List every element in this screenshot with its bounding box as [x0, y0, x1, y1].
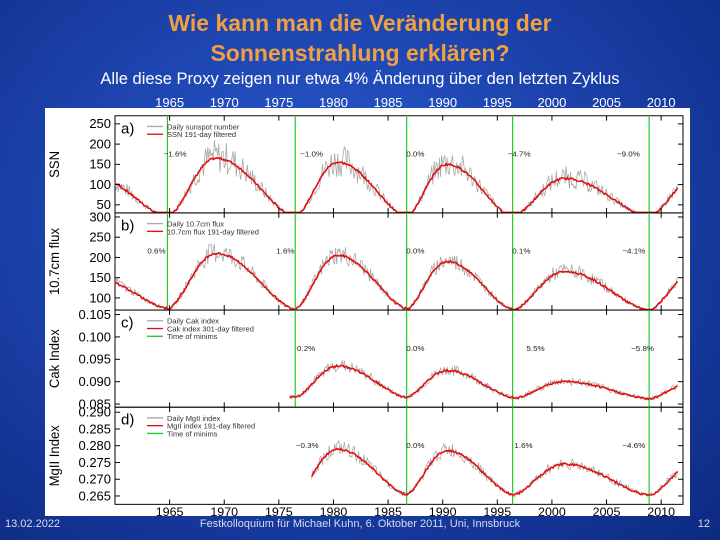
raw-series-line: [114, 140, 678, 213]
legend-entry: Daily Cak index: [167, 317, 219, 326]
x-tick-label-bottom: 1975: [265, 505, 293, 516]
change-annotation: −4.6%: [622, 441, 645, 450]
title-line-1: Wie kann man die Veränderung der: [168, 10, 552, 36]
y-tick-label: 150: [89, 157, 111, 172]
change-annotation: −0.3%: [296, 441, 319, 450]
panel-frame: [114, 406, 684, 505]
x-tick-label-top: 2005: [592, 95, 621, 110]
smoothed-series-line: [289, 363, 678, 401]
change-annotation: 0.0%: [406, 247, 424, 256]
y-axis-label: 10.7cm flux: [47, 228, 62, 295]
y-tick-label: 0.275: [79, 455, 111, 470]
change-annotation: 0.0%: [406, 150, 424, 159]
legend-entry: Cak index 301-day filtered: [167, 325, 254, 334]
y-tick-label: 0.290: [79, 405, 111, 420]
change-annotation: −9.0%: [617, 150, 640, 159]
x-tick-label-bottom: 1970: [210, 505, 238, 516]
x-tick-label-top: 1975: [264, 95, 293, 110]
y-tick-label: 250: [89, 116, 111, 131]
y-tick-label: 0.265: [79, 489, 111, 504]
chart-svg: 50 100 150 200 250 SSN a) Daily sunspot numberS…: [47, 115, 684, 519]
y-tick-label: 100: [89, 177, 111, 192]
footer-page-number: 12: [697, 518, 710, 530]
y-tick-label: 250: [89, 230, 111, 245]
x-tick-label-top: 2000: [537, 95, 566, 110]
y-tick-label: 0.105: [79, 307, 111, 322]
y-tick-label: 0.270: [79, 472, 111, 487]
smoothed-series-line: [114, 156, 679, 214]
footer-date: 13.02.2022: [5, 518, 61, 530]
x-tick-label-top: 2010: [647, 95, 676, 110]
y-axis-label: MgII Index: [47, 425, 62, 487]
x-tick-label-top: 1985: [374, 95, 403, 110]
legend-entry: Daily MgII index: [167, 414, 221, 423]
legend-entry: Daily sunspot number: [167, 122, 240, 131]
x-tick-label-bottom: 1990: [429, 505, 457, 516]
smoothed-series-line: [310, 447, 679, 497]
change-annotation: −4.7%: [508, 150, 531, 159]
change-annotation: −1.0%: [300, 150, 323, 159]
x-tick-label-bottom: 1995: [483, 505, 511, 516]
x-tick-label-top: 1990: [428, 95, 457, 110]
x-tick-label-bottom: 2000: [538, 505, 566, 516]
change-annotation: −4.1%: [622, 247, 645, 256]
change-annotation: 0.6%: [147, 247, 165, 256]
slide-subtitle: Alle diese Proxy zeigen nur etwa 4% Ände…: [100, 70, 620, 88]
y-tick-label: 0.095: [79, 352, 111, 367]
x-tick-label-top: 1970: [210, 95, 239, 110]
y-axis-label: SSN: [47, 151, 62, 178]
panel-label: b): [121, 219, 134, 235]
legend-entry: 10.7cm flux 191-day filtered: [167, 227, 259, 236]
slide-title: Wie kann man die Veränderung der Sonnens…: [0, 8, 720, 68]
top-year-axis: 1965 1970 1975 1980 1985 1990 1995 2000 2005 2010: [155, 95, 676, 110]
change-annotation: −5.8%: [631, 344, 654, 353]
x-tick-label-bottom: 1985: [374, 505, 402, 516]
change-annotation: 0.1%: [512, 247, 530, 256]
raw-series-line: [114, 243, 678, 311]
raw-series-line: [289, 359, 678, 401]
y-tick-label: 0.090: [79, 374, 111, 389]
y-tick-label: 50: [97, 197, 111, 212]
y-tick-label: 150: [89, 270, 111, 285]
y-tick-label: 0.280: [79, 438, 111, 453]
y-tick-label: 200: [89, 250, 111, 265]
y-tick-label: 100: [89, 290, 111, 305]
legend-entry: Daily 10.7cm flux: [167, 220, 224, 229]
change-annotation: 0.2%: [297, 344, 315, 353]
legend-entry: Time of minims: [167, 332, 218, 341]
change-annotation: 1.6%: [276, 247, 294, 256]
x-tick-label-top: 1980: [319, 95, 348, 110]
legend-entry: SSN 191-day filtered: [167, 130, 236, 139]
legend-entry: Time of minims: [167, 429, 218, 438]
legend-entry: MgII index 191-day filtered: [167, 422, 255, 431]
proxy-chart: 50 100 150 200 250 SSN a) Daily sunspot number S…: [45, 108, 690, 519]
x-tick-label-bottom: 1980: [320, 505, 348, 516]
y-axis-label: Cak Index: [47, 329, 62, 388]
panel-label: a): [121, 121, 134, 137]
panel-label: c): [121, 316, 133, 332]
y-tick-label: 0.100: [79, 329, 111, 344]
y-tick-label: 0.085: [79, 397, 111, 412]
x-tick-label-top: 1965: [155, 95, 184, 110]
title-line-2: Sonnenstrahlung erklären?: [210, 40, 510, 66]
change-annotation: 5.5%: [526, 344, 544, 353]
smoothed-series-line: [114, 251, 679, 311]
y-tick-label: 0.285: [79, 422, 111, 437]
change-annotation: 1.6%: [514, 441, 532, 450]
y-tick-label: 300: [89, 210, 111, 225]
x-tick-label-top: 1995: [483, 95, 512, 110]
panel-label: d): [121, 413, 134, 429]
footer-caption: Festkolloquium für Michael Kuhn, 6. Okto…: [199, 518, 521, 530]
change-annotation: −1.6%: [164, 150, 187, 159]
change-annotation: 0.0%: [406, 344, 424, 353]
y-tick-label: 200: [89, 137, 111, 152]
x-tick-label-bottom: 1965: [156, 505, 184, 516]
x-tick-label-bottom: 2010: [647, 505, 675, 516]
change-annotation: 0.0%: [406, 441, 424, 450]
x-tick-label-bottom: 2005: [593, 505, 621, 516]
